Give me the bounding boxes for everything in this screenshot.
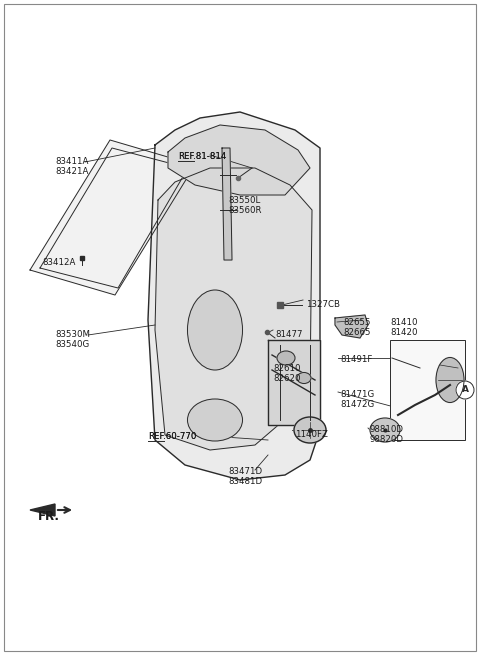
- Polygon shape: [268, 340, 320, 425]
- Polygon shape: [335, 315, 368, 338]
- Polygon shape: [222, 148, 232, 260]
- Text: REF.60-770: REF.60-770: [148, 432, 196, 441]
- Text: 83550L: 83550L: [228, 196, 260, 205]
- Text: 1140FZ: 1140FZ: [295, 430, 328, 439]
- Text: 82620: 82620: [273, 374, 300, 383]
- Text: 81420: 81420: [390, 328, 418, 337]
- Text: REF.81-814: REF.81-814: [178, 152, 227, 161]
- Ellipse shape: [370, 418, 400, 442]
- Text: 83412A: 83412A: [42, 258, 75, 267]
- Text: 98810D: 98810D: [370, 425, 404, 434]
- Text: 81477: 81477: [275, 330, 302, 339]
- Text: 98820D: 98820D: [370, 435, 404, 444]
- Text: 83471D: 83471D: [228, 467, 262, 476]
- Text: 1327CB: 1327CB: [306, 300, 340, 309]
- Text: 82610: 82610: [273, 364, 300, 373]
- Ellipse shape: [188, 290, 242, 370]
- Text: 82655: 82655: [343, 318, 371, 327]
- Polygon shape: [30, 140, 195, 295]
- Text: 81410: 81410: [390, 318, 418, 327]
- Text: FR.: FR.: [38, 510, 60, 523]
- Text: 81472G: 81472G: [340, 400, 374, 409]
- Circle shape: [456, 381, 474, 399]
- Polygon shape: [168, 125, 310, 195]
- Text: 83540G: 83540G: [55, 340, 89, 349]
- Text: REF.81-814: REF.81-814: [178, 152, 227, 161]
- Ellipse shape: [294, 417, 326, 443]
- Text: 83481D: 83481D: [228, 477, 262, 486]
- Text: REF.60-770: REF.60-770: [148, 432, 196, 441]
- Polygon shape: [30, 504, 55, 516]
- Ellipse shape: [188, 399, 242, 441]
- Text: 83530M: 83530M: [55, 330, 90, 339]
- Polygon shape: [148, 112, 320, 480]
- Text: A: A: [461, 386, 468, 394]
- Text: 83421A: 83421A: [55, 167, 88, 176]
- Text: 83560R: 83560R: [228, 206, 262, 215]
- Text: 82665: 82665: [343, 328, 371, 337]
- Text: 83411A: 83411A: [55, 157, 88, 166]
- Ellipse shape: [277, 351, 295, 365]
- Text: 81491F: 81491F: [340, 355, 372, 364]
- Bar: [390, 340, 465, 440]
- Polygon shape: [155, 168, 312, 450]
- Ellipse shape: [436, 358, 464, 403]
- Ellipse shape: [297, 373, 311, 383]
- Text: 81471G: 81471G: [340, 390, 374, 399]
